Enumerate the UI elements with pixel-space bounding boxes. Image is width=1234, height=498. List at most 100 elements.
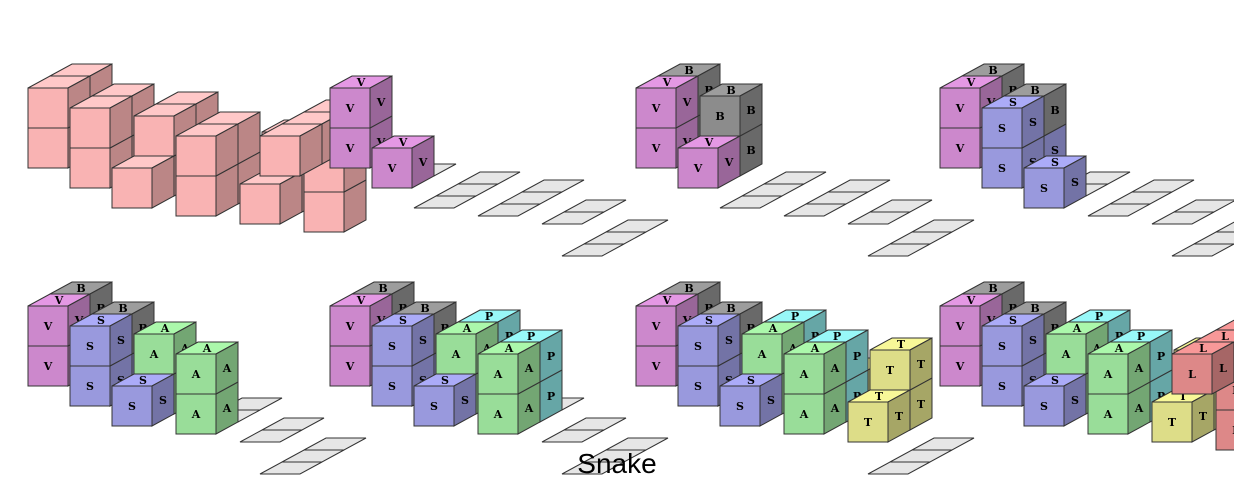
cube-letter: S: [725, 334, 733, 347]
cube-letter: V: [345, 320, 355, 333]
cube-letter: S: [461, 394, 469, 407]
cube-letter: A: [757, 348, 767, 361]
cube-letter: V: [986, 96, 996, 109]
floor-tile: [563, 199, 627, 213]
cube-letter: B: [746, 104, 755, 117]
cube-letter: V: [345, 360, 355, 373]
cube-front-face: [69, 147, 111, 189]
cube-letter: T: [864, 416, 873, 429]
floor-tile: [563, 417, 627, 431]
cube-letter: A: [1061, 348, 1071, 361]
cube-letter: V: [662, 294, 672, 307]
cube-letter: A: [493, 408, 503, 421]
cube-letter: B: [684, 64, 693, 77]
cube-letter: A: [504, 342, 514, 355]
cube-letter: S: [128, 400, 136, 413]
panel-step-t: TTTTTTTTTPPPPPPPPPPPPTTTBBBBBBBBBSSSBBBA…: [635, 281, 975, 475]
floor-tile: [561, 461, 625, 475]
cube-letter: V: [418, 156, 428, 169]
cube-letter: A: [149, 348, 159, 361]
cube-letter: A: [451, 348, 461, 361]
cube-side-face: [759, 373, 783, 427]
cube-letter: S: [1029, 374, 1037, 387]
cube-letter: A: [768, 322, 778, 335]
cube-letter: V: [356, 76, 366, 89]
cube-letter: A: [222, 362, 232, 375]
floor-tile: [259, 461, 323, 475]
floor-tile: [867, 461, 931, 475]
cube-letter: T: [917, 358, 926, 371]
cube-letter: V: [651, 360, 661, 373]
cube-letter: B: [1008, 302, 1017, 315]
cube-letter: S: [388, 380, 396, 393]
cube-letter: V: [955, 320, 965, 333]
cube-letter: S: [736, 400, 744, 413]
cube-letter: T: [886, 364, 895, 377]
cube-letter: S: [139, 374, 147, 387]
cube-front-face: [175, 135, 217, 177]
cube-letter: V: [662, 76, 672, 89]
floor-tile: [1087, 203, 1151, 217]
cube-letter: B: [988, 64, 997, 77]
floor-tile: [1151, 211, 1215, 225]
cube-letter: A: [799, 408, 809, 421]
cube-letter: S: [399, 314, 407, 327]
cube-letter: S: [1009, 96, 1017, 109]
cube-letter: S: [1040, 182, 1048, 195]
cube-top-face: [1171, 341, 1234, 355]
cube-letter: V: [651, 102, 661, 115]
cube-letter: A: [1114, 342, 1124, 355]
cube-letter: P: [853, 350, 861, 363]
floor-tile: [413, 195, 477, 209]
cube-letter: B: [1050, 104, 1059, 117]
cube-side-face: [1127, 341, 1151, 395]
cube-side-face: [109, 95, 133, 149]
cube-letter: S: [1051, 144, 1059, 157]
cube-letter: P: [853, 390, 861, 403]
cube-letter: B: [746, 322, 755, 335]
panel-target-shape: [27, 63, 367, 233]
cube-letter: B: [138, 322, 147, 335]
panel-step-v: VVVVVVVVV: [329, 75, 669, 257]
cube-letter: T: [1179, 390, 1188, 403]
cube-letter: V: [54, 294, 64, 307]
cube-letter: L: [1219, 362, 1227, 375]
cube-letter: P: [833, 330, 841, 343]
cube-letter: B: [988, 282, 997, 295]
cube-letter: T: [917, 398, 926, 411]
cube-side-face: [109, 313, 133, 367]
cube-letter: L: [1232, 384, 1234, 397]
cube-letter: S: [441, 374, 449, 387]
cube-letter: A: [810, 342, 820, 355]
cube-letter: L: [1188, 368, 1196, 381]
cube-letter: P: [1137, 330, 1145, 343]
cube-letter: V: [376, 96, 386, 109]
cube-letter: P: [547, 350, 555, 363]
floor-tile: [763, 171, 827, 185]
floor-tile: [583, 231, 647, 245]
cube-letter: V: [387, 162, 397, 175]
cube-letter: A: [1134, 362, 1144, 375]
cube-letter: B: [684, 282, 693, 295]
cube-side-face: [1063, 155, 1087, 209]
cube-letter: S: [159, 394, 167, 407]
cube-letter: S: [694, 380, 702, 393]
cube-letter: S: [998, 340, 1006, 353]
floor-tile: [1173, 199, 1234, 213]
floor-tile: [1131, 179, 1195, 193]
cube-letter: T: [1168, 416, 1177, 429]
cube-letter: S: [694, 340, 702, 353]
cube-letter: B: [726, 302, 735, 315]
cube-letter: V: [724, 156, 734, 169]
cube-letter: B: [704, 84, 713, 97]
cube-side-face: [1021, 313, 1045, 367]
cube-letter: L: [1199, 342, 1207, 355]
floor-tile: [1215, 221, 1234, 233]
cube-letter: V: [398, 136, 408, 149]
cube-letter: V: [376, 136, 386, 149]
cube-letter: P: [1115, 330, 1123, 343]
cube-side-face: [151, 155, 175, 209]
cube-front-face: [303, 191, 345, 233]
cube-letter: A: [1072, 322, 1082, 335]
